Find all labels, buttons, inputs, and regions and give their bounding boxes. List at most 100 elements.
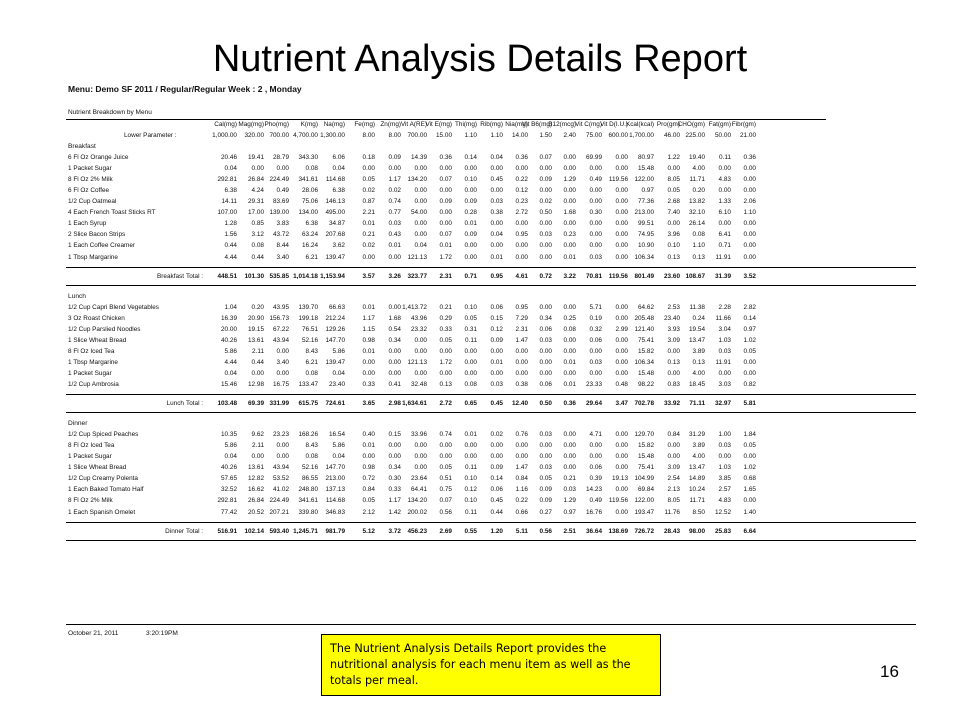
table-cell: 0.31: [464, 325, 477, 333]
item-label: 6 Fl Oz Coffee: [68, 187, 110, 195]
table-cell: 0.03: [563, 486, 576, 494]
table-cell: 83.69: [273, 198, 289, 206]
table-cell: 0.00: [515, 358, 528, 366]
table-cell: 156.73: [269, 314, 289, 322]
report-subtitle: Nutrient Breakdown by Menu: [68, 109, 152, 116]
table-cell: 15.48: [638, 453, 654, 461]
table-cell: 0.03: [718, 442, 731, 450]
table-cell: 134.20: [407, 497, 427, 505]
item-label: 8 Fl Oz Iced Tea: [68, 347, 115, 355]
table-cell: 0.00: [388, 303, 401, 311]
table-cell: 4.83: [718, 176, 731, 184]
table-cell: 1,300.00: [320, 132, 345, 139]
table-cell: 0.00: [515, 220, 528, 228]
table-cell: 107.00: [217, 209, 237, 217]
table-cell: 0.23: [563, 231, 576, 239]
table-cell: 29.64: [586, 400, 602, 408]
table-cell: 1.29: [563, 176, 576, 184]
table-cell: 0.03: [589, 253, 602, 261]
table-cell: 32.97: [715, 400, 731, 408]
table-cell: 0.00: [414, 453, 427, 461]
table-cell: 0.00: [615, 209, 628, 217]
table-cell: 0.06: [589, 464, 602, 472]
table-cell: 0.51: [439, 475, 452, 483]
table-cell: 3.40: [276, 253, 289, 261]
table-row: 1 Each Coffee Creamer 0.44 0.08 8.44 16.24 3.…: [66, 240, 916, 251]
table-cell: 0.87: [362, 198, 375, 206]
table-cell: 19.15: [248, 325, 264, 333]
table-cell: 0.10: [667, 242, 680, 250]
table-cell: 1,014.18: [293, 272, 318, 280]
table-cell: 13.82: [689, 198, 705, 206]
table-cell: 0.00: [615, 358, 628, 366]
table-cell: 0.00: [589, 165, 602, 173]
table-cell: 0.00: [589, 347, 602, 355]
table-cell: 0.00: [667, 347, 680, 355]
table-row: 1/2 Cup Parslied Noodles 20.00 19.15 67.22 7…: [66, 324, 916, 335]
table-cell: 69.84: [638, 486, 654, 494]
table-row: 1 Packet Sugar 0.04 0.00 0.00 0.08 0.04 0.00 0.…: [66, 163, 916, 174]
total-name: Breakfast: [157, 272, 184, 280]
table-cell: 28.79: [273, 154, 289, 162]
item-label: 3 Oz Roast Chicken: [68, 314, 125, 322]
table-cell: 0.09: [464, 198, 477, 206]
table-row: 4 Each French Toast Sticks RT 107.00 17.00…: [66, 207, 916, 218]
table-cell: 18.45: [689, 381, 705, 388]
table-cell: 702.78: [634, 400, 654, 408]
table-row: 1 Slice Wheat Bread 40.26 13.61 43.94 52.16 1…: [66, 335, 916, 346]
table-cell: 5.86: [224, 442, 237, 450]
table-cell: 1.10: [743, 209, 756, 217]
table-cell: 207.68: [325, 231, 345, 239]
table-cell: 0.00: [615, 314, 628, 322]
table-cell: 0.56: [539, 527, 552, 535]
table-cell: 2.40: [563, 132, 576, 139]
table-cell: 0.07: [439, 231, 452, 239]
table-cell: 0.00: [414, 336, 427, 344]
table-cell: 4.44: [224, 253, 237, 261]
table-cell: 0.00: [589, 453, 602, 461]
table-cell: 0.00: [414, 442, 427, 450]
table-cell: 3.96: [667, 231, 680, 239]
table-cell: 8.00: [362, 132, 375, 139]
table-cell: 0.04: [332, 165, 345, 173]
table-cell: 0.00: [743, 453, 756, 461]
table-cell: 75.06: [302, 198, 318, 206]
table-cell: 11.91: [715, 253, 731, 261]
table-cell: 2.53: [667, 303, 680, 311]
table-cell: 3.47: [615, 400, 628, 408]
table-cell: 0.77: [388, 209, 401, 217]
table-cell: 32.48: [411, 381, 427, 388]
table-cell: 0.00: [563, 369, 576, 377]
table-cell: 2.72: [439, 400, 452, 408]
table-cell: 14.23: [586, 486, 602, 494]
table-cell: 43.94: [273, 336, 289, 344]
total-label: Total :: [186, 272, 204, 280]
table-cell: 213.00: [325, 475, 345, 483]
table-cell: 0.05: [539, 475, 552, 483]
table-cell: 3.72: [388, 527, 401, 535]
table-cell: 33.92: [664, 400, 680, 408]
table-cell: 0.18: [362, 154, 375, 162]
item-label: 1 Slice Wheat Bread: [68, 464, 127, 472]
table-cell: 0.00: [615, 486, 628, 494]
table-cell: 0.00: [515, 253, 528, 261]
total-row: Lunch Total : 103.48 69.39 331.99 615.75 724.6…: [66, 398, 916, 409]
table-cell: 0.03: [589, 358, 602, 366]
table-cell: 0.82: [743, 381, 756, 388]
table-cell: 0.97: [641, 187, 654, 195]
table-cell: 0.29: [439, 314, 452, 322]
table-cell: 0.06: [490, 303, 503, 311]
table-cell: 0.03: [388, 220, 401, 228]
table-cell: 0.44: [490, 508, 503, 516]
table-cell: 0.00: [563, 198, 576, 206]
table-cell: 121.13: [407, 358, 427, 366]
table-cell: 0.19: [589, 314, 602, 322]
table-cell: 134.20: [407, 176, 427, 184]
table-cell: 0.97: [563, 508, 576, 516]
table-row: 8 Fl Oz Iced Tea 5.86 2.11 0.00 8.43 5.86 0.01…: [66, 440, 916, 451]
item-label: 6 Fl Oz Orange Juice: [68, 154, 129, 162]
table-cell: 16.76: [586, 508, 602, 516]
table-cell: 615.75: [298, 400, 318, 408]
table-cell: 0.03: [490, 198, 503, 206]
table-cell: 0.65: [464, 400, 477, 408]
